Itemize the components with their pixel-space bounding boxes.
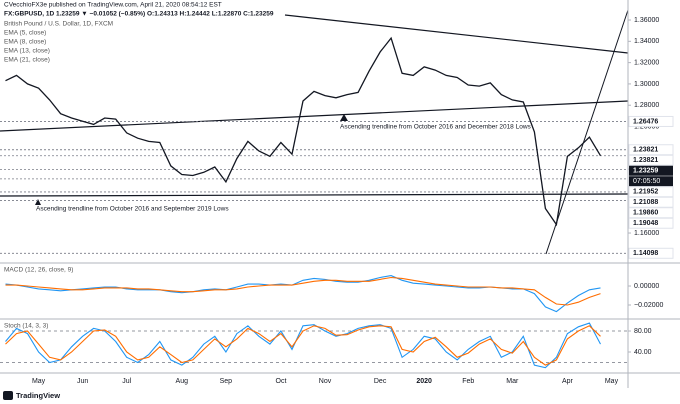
price-label-box — [629, 165, 673, 176]
x-tick-label: Sep — [220, 378, 233, 385]
trendline — [0, 193, 629, 197]
footer: TradingView — [16, 391, 60, 400]
logo — [3, 391, 13, 400]
price-label: 1.26476 — [633, 118, 658, 125]
series-line — [5, 322, 601, 369]
series-line — [5, 276, 601, 306]
indicator-label: EMA (5, close) — [4, 30, 46, 37]
price-label: 1.19048 — [633, 220, 658, 227]
pane-title: Stoch (14, 3, 3) — [4, 323, 48, 330]
price-label-box — [628, 247, 674, 259]
x-tick-label: Apr — [562, 378, 574, 385]
annotation-marker — [35, 199, 41, 205]
y-tick-label: 1.36000 — [634, 17, 659, 24]
annotation: Ascending trendline from October 2016 an… — [36, 206, 229, 213]
x-tick-label: May — [605, 378, 619, 385]
y-tick-label: 1.28000 — [634, 102, 659, 109]
x-tick-label: Oct — [276, 378, 287, 385]
y-tick-label: 0.00000 — [634, 283, 659, 290]
indicator-label: EMA (21, close) — [4, 57, 50, 64]
trendline — [0, 100, 629, 132]
price-label: 1.21088 — [633, 199, 658, 206]
y-tick-label: 1.30000 — [634, 81, 659, 88]
annotation-marker — [340, 114, 348, 121]
y-tick-label: 40.00 — [634, 349, 652, 356]
countdown-box — [629, 176, 673, 187]
x-tick-label: Jun — [77, 378, 88, 385]
y-tick-label: −0.02000 — [634, 302, 663, 309]
indicator-label: EMA (13, close) — [4, 48, 50, 55]
published: CVecchioFX3e published on TradingView.co… — [4, 2, 222, 9]
x-tick-label: Aug — [176, 378, 189, 385]
x-tick-label: May — [32, 378, 46, 385]
price-label: 1.21952 — [633, 189, 658, 196]
indicator-label: EMA (8, close) — [4, 39, 46, 46]
price-label: 1.23821 — [633, 147, 658, 154]
price-label: 1.19860 — [633, 210, 658, 217]
trendline — [284, 14, 629, 54]
y-tick-label: 1.32000 — [634, 59, 659, 66]
legend-item: British Pound / U.S. Dollar, 1D, FXCM — [4, 21, 113, 28]
x-tick-label: Jul — [122, 378, 131, 385]
y-tick-label: 80.00 — [634, 328, 652, 335]
countdown: 07:05:50 — [633, 178, 660, 185]
price-label-box — [628, 154, 674, 166]
x-tick-label: 2020 — [416, 378, 432, 385]
price-label-box — [628, 115, 674, 127]
price-label-box — [628, 217, 674, 229]
y-tick-label: 1.34000 — [634, 38, 659, 45]
x-tick-label: Dec — [374, 378, 387, 385]
x-tick-label: Mar — [506, 378, 519, 385]
quote: FX:GBPUSD, 1D 1.23259 ▼ −0.01052 (−0.85%… — [4, 11, 274, 18]
price-label: 1.23821 — [633, 157, 658, 164]
x-tick-label: Nov — [319, 378, 332, 385]
x-tick-label: Feb — [462, 378, 474, 385]
annotation: Ascending trendline from October 2016 an… — [340, 124, 532, 131]
series-line — [5, 325, 601, 366]
trendline — [545, 9, 629, 255]
series-line — [5, 36, 602, 227]
pane-title: MACD (12, 26, close, 9) — [4, 267, 73, 274]
price-label: 1.23259 — [633, 168, 658, 175]
price-label: 1.14098 — [633, 250, 658, 257]
y-tick-label: 1.16000 — [634, 230, 659, 237]
